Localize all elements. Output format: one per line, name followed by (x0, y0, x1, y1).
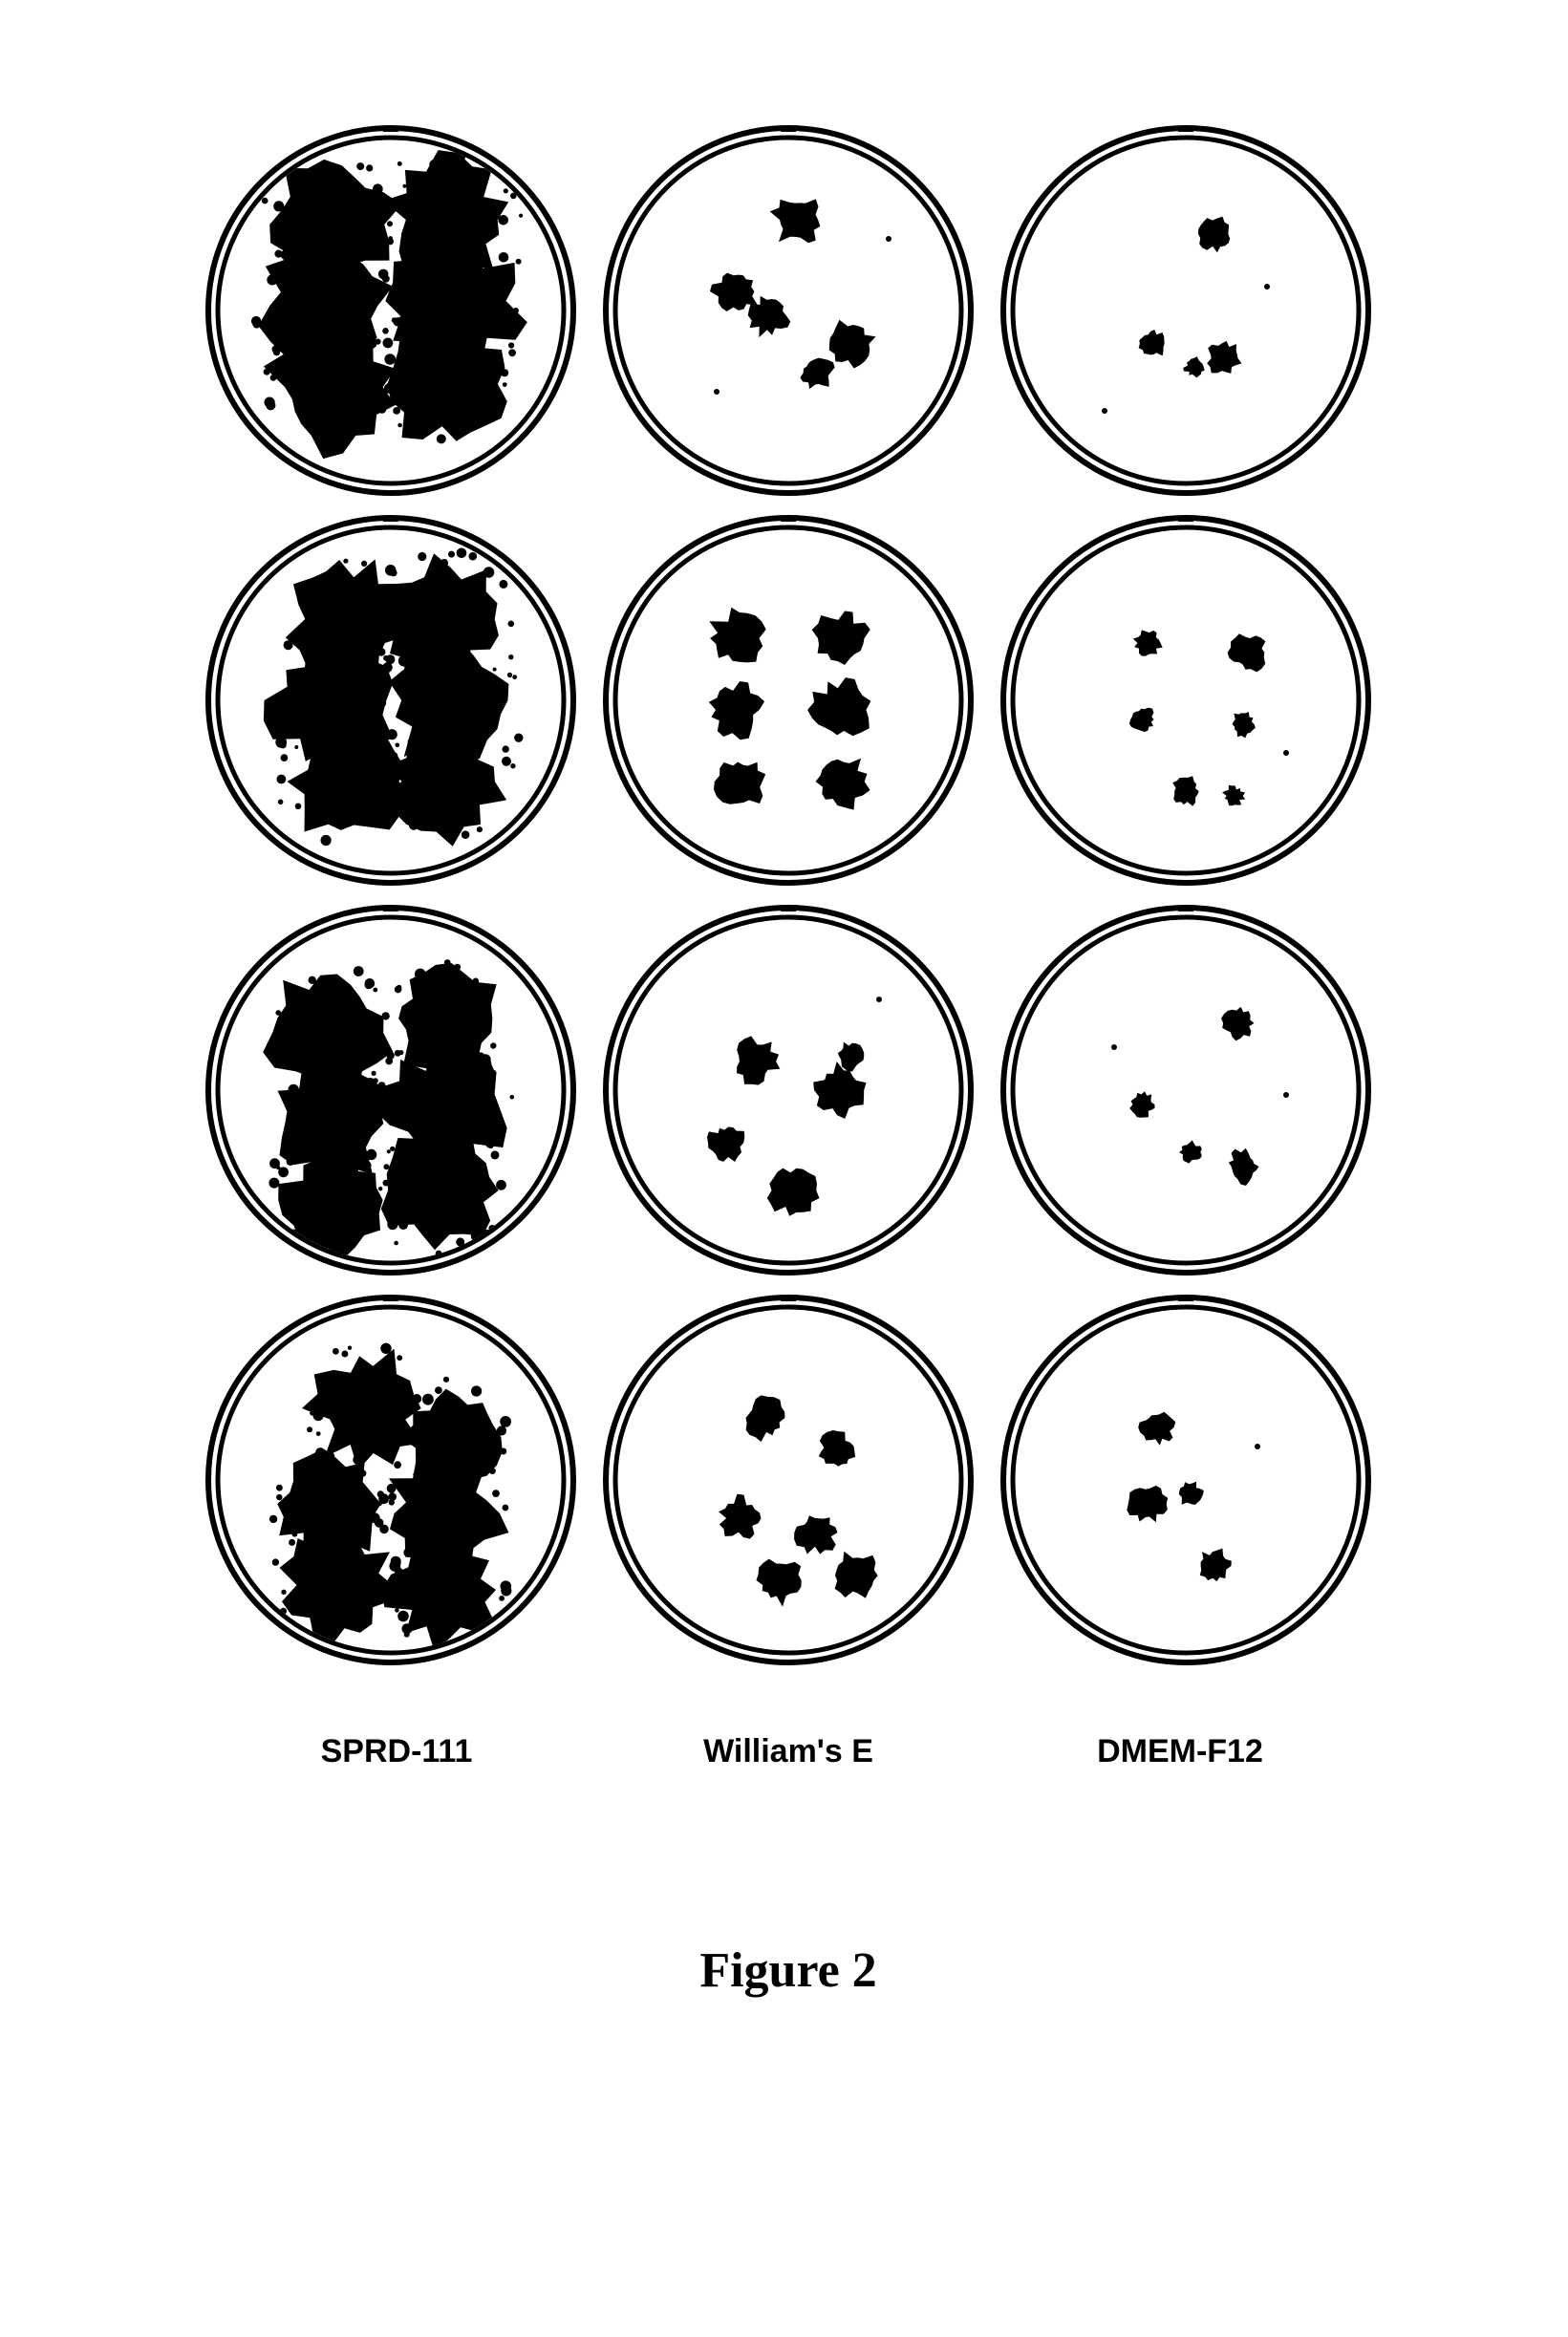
petri-dish (999, 514, 1372, 887)
petri-dish (999, 904, 1372, 1276)
petri-dish (602, 904, 975, 1276)
column-labels-row: SPRD-111 William's E DMEM-F12 (201, 1733, 1376, 1770)
petri-dish (204, 514, 577, 887)
petri-dish-grid (201, 124, 1376, 1666)
column-label: SPRD-111 (201, 1733, 592, 1770)
figure-container: SPRD-111 William's E DMEM-F12 Figure 2 (201, 124, 1376, 1999)
petri-dish (204, 1294, 577, 1666)
petri-dish (204, 124, 577, 497)
figure-caption: Figure 2 (201, 1942, 1376, 1999)
petri-dish (602, 1294, 975, 1666)
petri-dish (602, 124, 975, 497)
petri-dish (999, 1294, 1372, 1666)
column-label: William's E (592, 1733, 984, 1770)
petri-dish (204, 904, 577, 1276)
column-label: DMEM-F12 (984, 1733, 1376, 1770)
petri-dish (602, 514, 975, 887)
petri-dish (999, 124, 1372, 497)
